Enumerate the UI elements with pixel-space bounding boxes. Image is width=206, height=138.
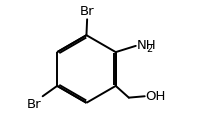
Text: NH: NH [137,39,157,52]
Text: Br: Br [80,5,94,18]
Text: Br: Br [27,98,42,111]
Text: 2: 2 [146,44,152,54]
Text: OH: OH [145,90,166,103]
